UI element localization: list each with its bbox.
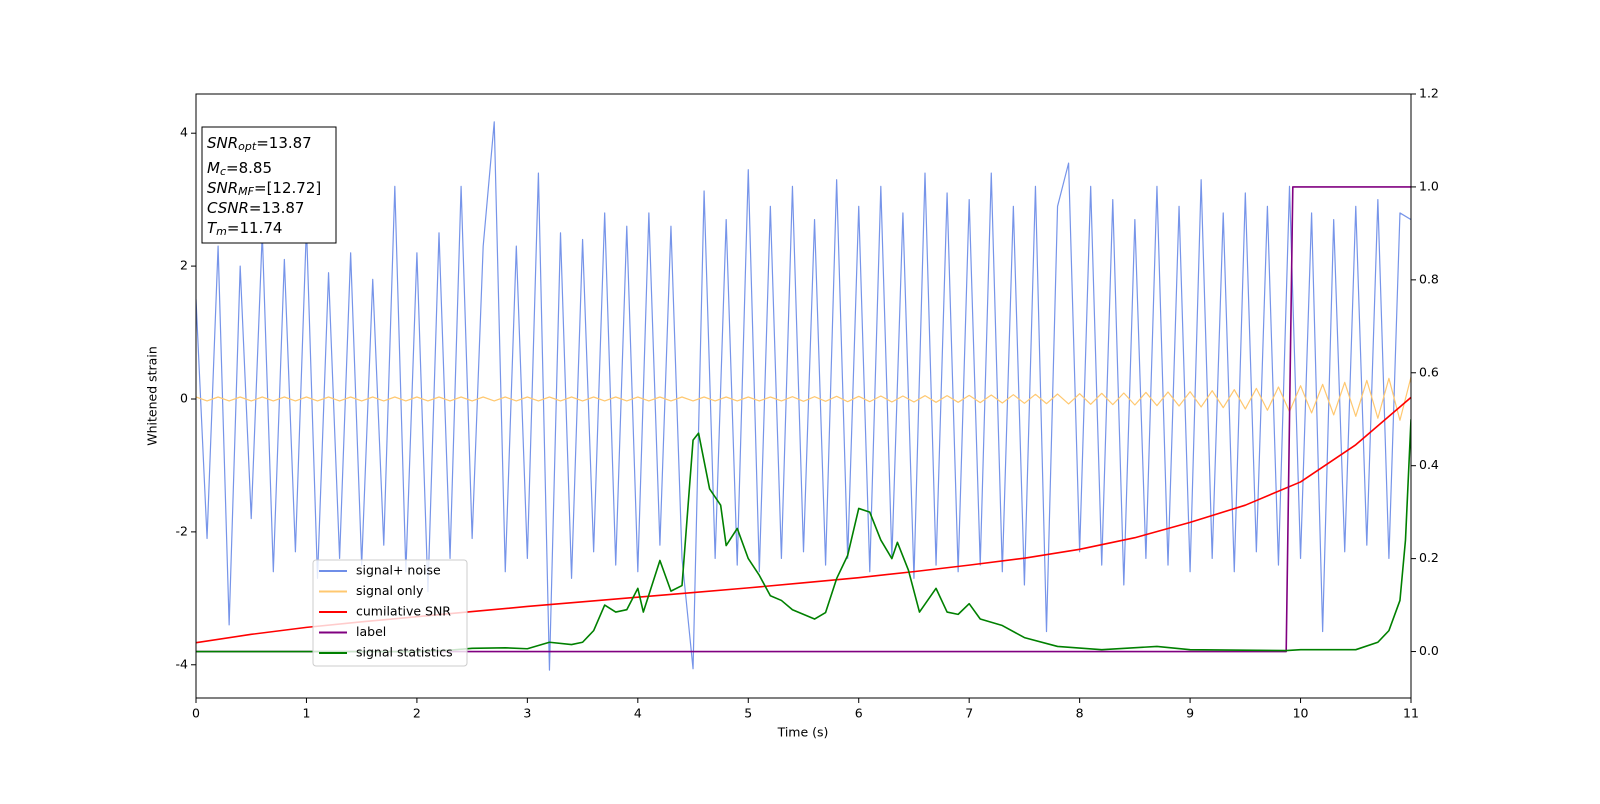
x-tick-label: 10	[1293, 706, 1309, 721]
legend-label: signal statistics	[356, 645, 453, 660]
series-line	[196, 376, 1411, 421]
annotation-line: SNRMF=[12.72]	[207, 179, 321, 199]
y2-tick-label: 1.0	[1419, 178, 1439, 193]
x-tick-label: 8	[1076, 706, 1084, 721]
y-tick-label: 4	[180, 125, 188, 140]
annotation-frame	[201, 126, 337, 244]
y2-tick-label: 0.4	[1419, 457, 1439, 472]
x-tick-label: 0	[192, 706, 200, 721]
legend: signal+ noise signal only cumilative SNR la…	[312, 559, 468, 667]
annotation-line: Mc=8.85	[207, 159, 272, 179]
annotation-sub: MF	[238, 185, 254, 198]
x-tick-label: 2	[413, 706, 421, 721]
annotation-line: Tm=11.74	[207, 219, 282, 239]
legend-label: label	[356, 624, 386, 639]
y-tick-label: 0	[180, 390, 188, 405]
annotation-base: CSNR	[207, 199, 249, 217]
annotation-sub: opt	[238, 140, 257, 153]
annotation-base: SNR	[207, 134, 238, 152]
annotation-line: CSNR=13.87	[207, 199, 304, 217]
x-tick-label: 5	[744, 706, 752, 721]
y-axis-label: Whitened strain	[145, 346, 160, 445]
annotation-text: =13.87	[249, 199, 305, 217]
legend-label: signal+ noise	[356, 563, 441, 578]
x-tick-label: 1	[302, 706, 310, 721]
y2-tick-label: 0.6	[1419, 364, 1439, 379]
y2-tick-label: 0.8	[1419, 271, 1439, 286]
y2-tick-label: 0.2	[1419, 550, 1439, 565]
x-tick-label: 11	[1403, 706, 1419, 721]
annotation-text: =[12.72]	[254, 179, 321, 197]
series-line	[196, 121, 1411, 671]
x-tick-label: 4	[634, 706, 642, 721]
annotation-sub: c	[220, 165, 226, 178]
annotation-sub: m	[216, 225, 227, 238]
annotation-base: M	[207, 159, 220, 177]
annotation-text: =13.87	[256, 134, 312, 152]
annotation-box: SNRopt=13.87Mc=8.85SNRMF=[12.72]CSNR=13.…	[201, 126, 337, 244]
y2-tick-label: 0.0	[1419, 643, 1439, 658]
legend-frame	[312, 559, 468, 667]
y-tick-label: -4	[176, 656, 189, 671]
plot-frame	[195, 93, 1412, 699]
x-tick-label: 7	[965, 706, 973, 721]
annotation-base: SNR	[207, 179, 238, 197]
annotation-text: =11.74	[227, 219, 283, 237]
y-tick-label: -2	[176, 523, 188, 538]
annotation-base: T	[207, 219, 218, 237]
x-tick-label: 6	[855, 706, 863, 721]
annotation-line: SNRopt=13.87	[207, 134, 312, 154]
x-tick-label: 3	[523, 706, 531, 721]
legend-label: cumilative SNR	[356, 604, 451, 619]
series-line	[196, 419, 1411, 653]
series-line	[196, 186, 1411, 653]
annotation-text: =8.85	[226, 159, 272, 177]
y-tick-label: 2	[180, 258, 188, 273]
y2-tick-label: 1.2	[1419, 86, 1439, 101]
legend-label: signal only	[356, 583, 424, 598]
x-axis-label: Time (s)	[777, 725, 829, 740]
x-tick-label: 9	[1186, 706, 1194, 721]
